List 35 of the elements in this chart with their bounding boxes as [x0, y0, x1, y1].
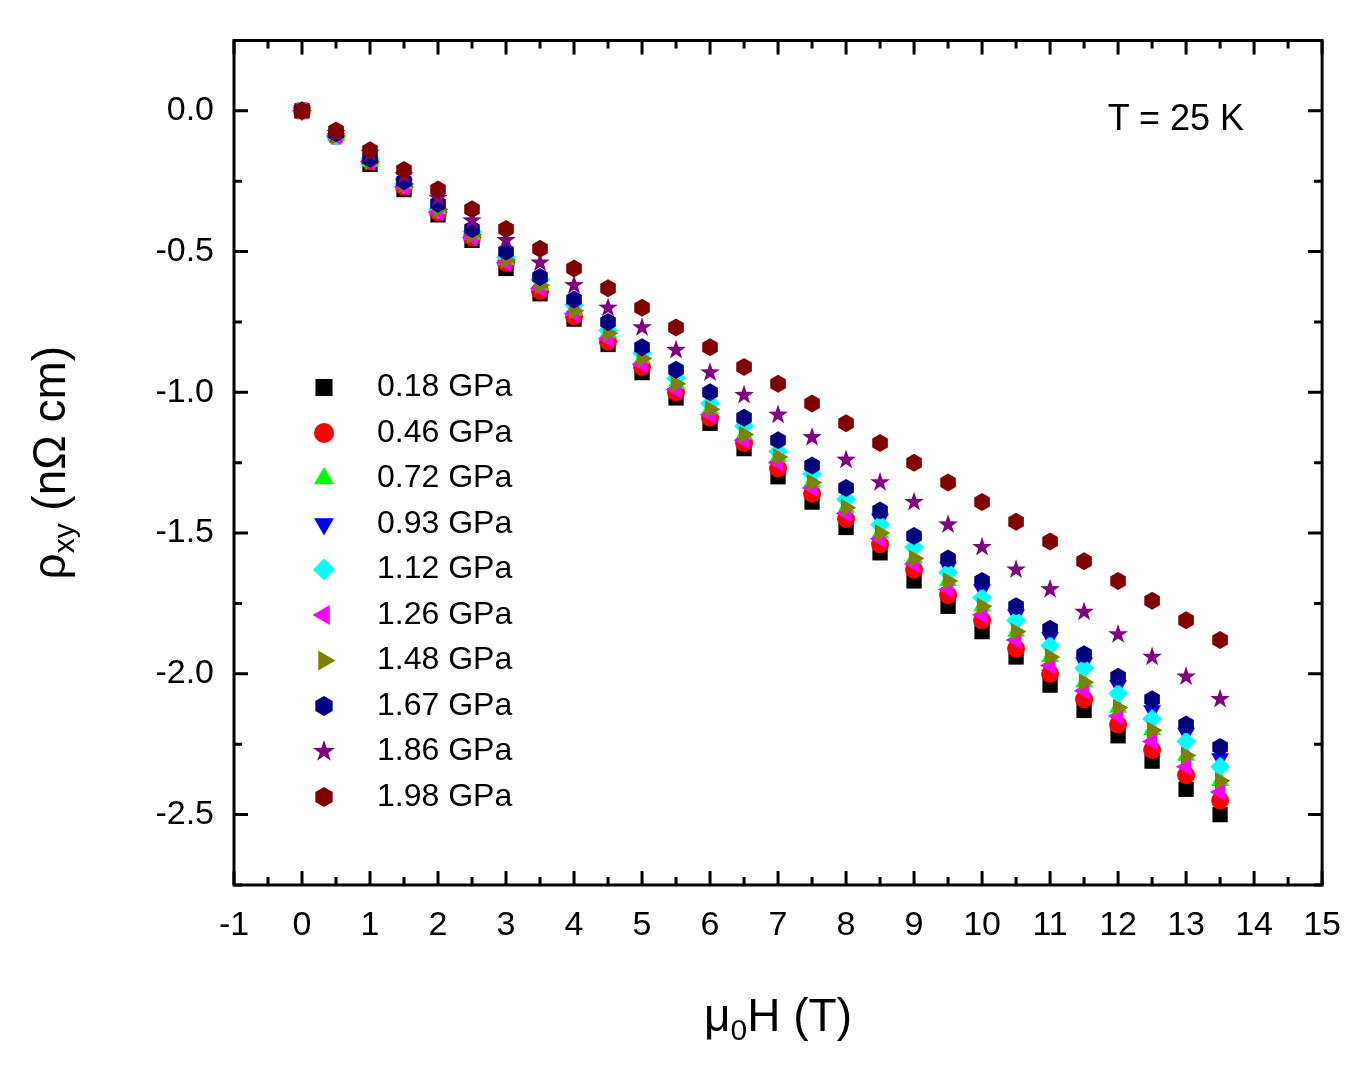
legend-label: 0.93 GPa	[377, 503, 513, 540]
y-tick-label: -2.5	[155, 792, 214, 831]
legend-label: 0.72 GPa	[377, 458, 513, 495]
y-tick-label: -2.0	[155, 652, 214, 691]
legend-label: 1.86 GPa	[377, 731, 513, 768]
legend-label: 1.67 GPa	[377, 685, 513, 722]
x-tick-label: 7	[768, 903, 788, 942]
x-tick-label: 11	[1032, 903, 1068, 942]
x-tick-label: 14	[1235, 903, 1273, 942]
x-tick-label: 9	[904, 903, 924, 942]
y-axis-title: ρxy (nΩ cm)	[22, 345, 81, 580]
x-tick-label: 4	[564, 903, 584, 942]
x-tick-label: 3	[496, 903, 516, 942]
x-tick-label: 8	[836, 903, 856, 942]
x-tick-label: 15	[1303, 903, 1341, 942]
x-tick-label: 13	[1167, 903, 1205, 942]
x-tick-label: 5	[632, 903, 652, 942]
x-tick-label: 6	[700, 903, 720, 942]
x-tick-label: 1	[360, 903, 380, 942]
legend-label: 1.48 GPa	[377, 640, 513, 677]
y-tick-label: 0.0	[166, 89, 214, 128]
x-tick-label: 0	[292, 903, 312, 942]
x-tick-label: 2	[428, 903, 448, 942]
x-tick-label: 12	[1099, 903, 1137, 942]
x-tick-label: -1	[218, 903, 250, 942]
x-tick-label: 10	[963, 903, 1001, 942]
legend-label: 1.12 GPa	[377, 549, 513, 586]
y-tick-label: -0.5	[155, 229, 214, 268]
legend-label: 1.98 GPa	[377, 776, 513, 813]
annotation: T = 25 K	[1107, 97, 1245, 139]
y-tick-label: -1.5	[155, 511, 214, 550]
legend-label: 0.46 GPa	[377, 412, 513, 449]
y-tick-label: -1.0	[155, 370, 214, 409]
legend-label: 0.18 GPa	[377, 367, 513, 404]
legend-label: 1.26 GPa	[377, 594, 513, 631]
